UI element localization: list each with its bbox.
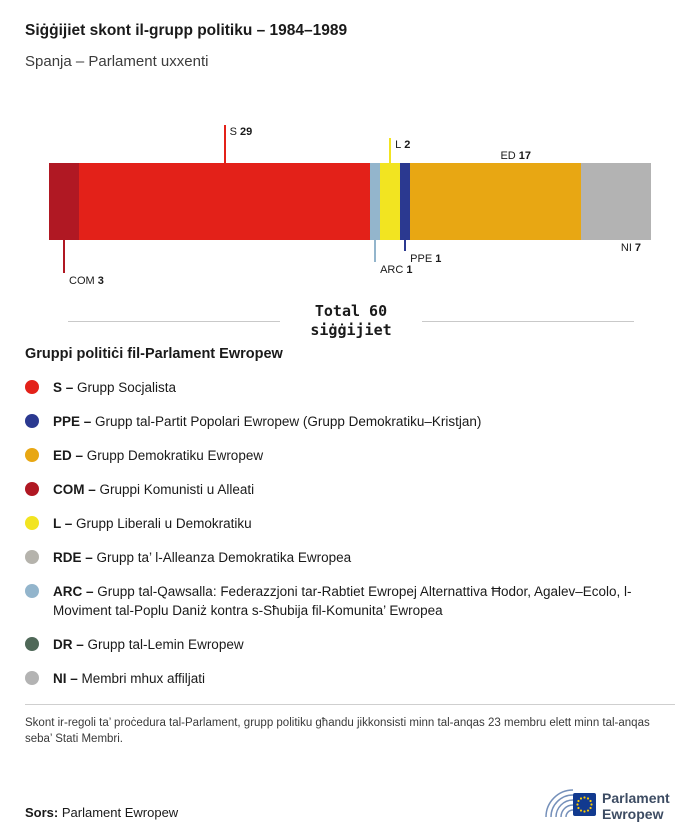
bar-segment-com [49, 163, 80, 240]
legend-item-ni: NI – Membri mhux affiljati [25, 669, 675, 688]
seat-label-arc: ARC 1 [380, 264, 413, 276]
legend-item-com: COM – Gruppi Komunisti u Alleati [25, 480, 675, 499]
legend-label-com: COM – Gruppi Komunisti u Alleati [53, 482, 255, 497]
hemicycle-arcs-icon [545, 789, 574, 818]
seat-label-ed: ED 17 [500, 150, 532, 162]
european-parliament-logo-icon: Parlament Ewropew [545, 789, 670, 822]
total-seats-label: Total 60 siġġijiet [280, 302, 421, 340]
bar-segment-arc [370, 163, 381, 240]
total-row: Total 60 siġġijiet [68, 302, 634, 340]
header: Siġġijiet skont il-grupp politiku – 1984… [0, 0, 700, 70]
legend-item-dr: DR – Grupp tal-Lemin Ewropew [25, 635, 675, 654]
legend-color-dot-ed [25, 448, 39, 462]
legend: Gruppi politiċi fil-Parlament Ewropew S … [0, 340, 700, 688]
legend-label-dr: DR – Grupp tal-Lemin Ewropew [53, 637, 244, 652]
source-value: Parlament Ewropew [61, 805, 179, 820]
source-label: Sors: [25, 805, 59, 820]
legend-label-ppe: PPE – Grupp tal-Partit Popolari Ewropew … [53, 414, 482, 429]
footnote-text: Skont ir-regoli ta’ proċedura tal-Parlam… [25, 717, 650, 745]
stacked-bar [49, 163, 651, 240]
seat-label-com: COM 3 [69, 275, 104, 287]
footnote-divider [25, 704, 675, 705]
logo-text-line2: Ewropew [602, 806, 664, 822]
seat-label-s: S 29 [229, 126, 253, 138]
legend-item-s: S – Grupp Socjalista [25, 378, 675, 397]
bar-segment-s [79, 163, 371, 240]
legend-color-dot-s [25, 380, 39, 394]
bar-segment-ppe [400, 163, 411, 240]
legend-item-l: L – Grupp Liberali u Demokratiku [25, 514, 675, 533]
legend-item-ed: ED – Grupp Demokratiku Ewropew [25, 446, 675, 465]
legend-label-s: S – Grupp Socjalista [53, 380, 177, 395]
bar-segment-ni [580, 163, 651, 240]
seat-label-ni: NI 7 [620, 242, 642, 254]
legend-color-dot-com [25, 482, 39, 496]
leader-line-l [389, 138, 392, 163]
legend-color-dot-arc [25, 584, 39, 598]
legend-color-dot-ppe [25, 414, 39, 428]
legend-item-rde: RDE – Grupp ta’ l-Alleanza Demokratika E… [25, 548, 675, 567]
logo-text-line1: Parlament [602, 790, 670, 806]
legend-label-arc: ARC – Grupp tal-Qawsalla: Federazzjoni t… [53, 584, 632, 618]
total-seats-line1: Total 60 [314, 302, 388, 320]
legend-list: S – Grupp Socjalista PPE – Grupp tal-Part… [25, 378, 675, 688]
legend-color-dot-rde [25, 550, 39, 564]
seat-label-l: L 2 [395, 139, 411, 151]
page-subtitle: Spanja – Parlament uxxenti [25, 53, 209, 70]
legend-label-ni: NI – Membri mhux affiljati [53, 671, 206, 686]
total-rule-right [421, 320, 634, 322]
bar-segment-ed [410, 163, 581, 240]
eu-flag-icon [573, 793, 596, 816]
chart-area: COM 3 S 29 ARC 1 L 2 PPE 1 ED 17 NI 7 [49, 120, 651, 292]
legend-color-dot-ni [25, 671, 39, 685]
legend-label-ed: ED – Grupp Demokratiku Ewropew [53, 448, 264, 463]
total-rule-left [68, 320, 281, 322]
eu-flag-stars [576, 796, 593, 813]
leader-line-ppe [404, 240, 407, 251]
legend-color-dot-l [25, 516, 39, 530]
legend-item-ppe: PPE – Grupp tal-Partit Popolari Ewropew … [25, 412, 675, 431]
leader-line-com [63, 240, 66, 273]
seat-label-ppe: PPE 1 [410, 253, 442, 265]
legend-label-rde: RDE – Grupp ta’ l-Alleanza Demokratika E… [53, 550, 352, 565]
legend-label-l: L – Grupp Liberali u Demokratiku [53, 516, 252, 531]
legend-heading: Gruppi politiċi fil-Parlament Ewropew [25, 346, 283, 362]
bar-segment-l [380, 163, 401, 240]
legend-color-dot-dr [25, 637, 39, 651]
source-line: Sors: Parlament Ewropew [25, 805, 178, 824]
legend-item-arc: ARC – Grupp tal-Qawsalla: Federazzjoni t… [25, 582, 675, 620]
leader-line-arc [374, 240, 377, 262]
total-seats-line2: siġġijiet [310, 321, 392, 339]
bottom-row: Sors: Parlament Ewropew Parlament Ewrope… [25, 784, 678, 824]
leader-line-s [223, 125, 226, 163]
page-title: Siġġijiet skont il-grupp politiku – 1984… [25, 22, 348, 39]
